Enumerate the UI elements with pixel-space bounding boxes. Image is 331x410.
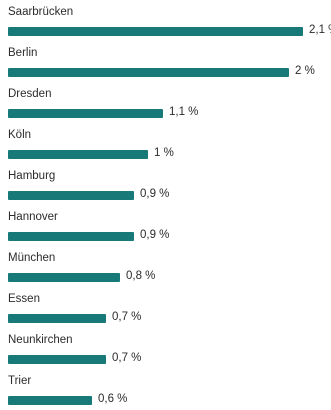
bar (8, 27, 303, 36)
category-label: Hannover (8, 211, 58, 223)
value-label: 0,7 % (112, 311, 142, 323)
category-label: Trier (8, 375, 32, 387)
bar (8, 68, 289, 77)
value-label: 0,8 % (126, 270, 156, 282)
bar (8, 109, 163, 118)
bar (8, 191, 134, 200)
category-label: Essen (8, 293, 40, 305)
value-label: 2,1 % (309, 24, 331, 36)
bar (8, 396, 92, 405)
bar (8, 232, 134, 241)
category-label: Saarbrücken (8, 6, 74, 18)
value-label: 0,9 % (140, 188, 170, 200)
bar (8, 273, 120, 282)
category-label: Neunkirchen (8, 334, 73, 346)
category-label: Dresden (8, 88, 52, 100)
bar (8, 355, 106, 364)
value-label: 1,1 % (169, 106, 199, 118)
category-label: München (8, 252, 56, 264)
value-label: 0,9 % (140, 229, 170, 241)
bar (8, 314, 106, 323)
category-label: Hamburg (8, 170, 56, 182)
value-label: 0,7 % (112, 352, 142, 364)
value-label: 1 % (154, 147, 174, 159)
bar (8, 150, 148, 159)
value-label: 0,6 % (98, 393, 128, 405)
value-label: 2 % (295, 65, 315, 77)
category-label: Berlin (8, 47, 38, 59)
category-label: Köln (8, 129, 32, 141)
